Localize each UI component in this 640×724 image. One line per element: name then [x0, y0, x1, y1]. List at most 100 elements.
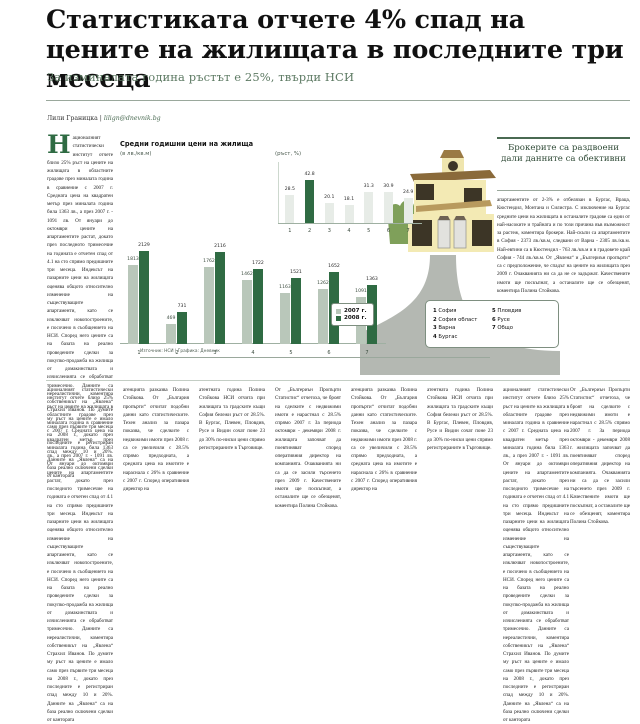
bar-value-label: 1262: [317, 281, 329, 287]
growth-bar: 18.1: [344, 197, 354, 223]
byline-email[interactable]: lilign@dnevnik.bg: [103, 115, 161, 122]
growth-x-axis-tick: 7: [406, 228, 410, 234]
growth-value-label: 30.9: [383, 184, 394, 190]
x-axis-tick: 7: [365, 350, 369, 356]
city-key-item: 3 Варна: [433, 325, 492, 331]
bar-2007: 469: [166, 316, 176, 344]
bar-value-label: 1813: [127, 257, 139, 263]
city-key-item: 5 Пловдив: [492, 308, 551, 314]
bar-2007: 1762: [203, 259, 215, 344]
bar-group: 1813 2129: [127, 243, 150, 344]
growth-value-label: 24.9: [403, 190, 414, 196]
growth-x-axis-tick: 5: [367, 228, 371, 234]
growth-value-label: 18.1: [343, 196, 355, 202]
growth-bar: 30.9: [383, 184, 394, 223]
chart-source: Източник: НСИ | Графика: Дневник: [140, 349, 220, 354]
x-axis-tick: 1: [137, 350, 141, 356]
body-column-4-text: атентната година Полина Стойкова НСИ отч…: [199, 387, 265, 451]
bar-2007: 1163: [279, 285, 291, 344]
growth-bar: 20.1: [324, 195, 334, 223]
sidebar-body-text: апартаментите от 2-3% е отбелязан в Бург…: [497, 197, 630, 294]
city-key-number: 5: [492, 308, 496, 315]
legend-item-2008: 2008 г.: [336, 315, 367, 321]
city-key-name: София: [438, 308, 457, 315]
growth-x-axis-tick: 4: [347, 228, 351, 234]
legend-label-2007: 2007 г.: [344, 308, 367, 314]
city-key-name: София област: [438, 316, 478, 323]
body-column-3-text: агенцията разказва Полина Стойкова. От „…: [123, 387, 189, 492]
city-key-item: 6 Русе: [492, 317, 551, 323]
bar-value-label: 1652: [328, 264, 340, 270]
growth-x-axis-tick: 6: [386, 228, 391, 234]
x-axis-tick: 3: [213, 350, 217, 356]
growth-chart-x-axis: [278, 223, 422, 224]
bar-value-label: 2116: [214, 244, 226, 249]
growth-bar: 24.9: [403, 190, 413, 223]
bar-2007: 1462: [241, 272, 253, 344]
subheadline: За изминалата година ръстът е 25%, твърд…: [47, 70, 355, 84]
bar-group: 1163 1521: [279, 270, 302, 344]
house-illustration: [387, 150, 496, 252]
city-key-box: 1 София 2 София област 3 Варна 4 Бургас 5 П…: [425, 300, 559, 348]
growth-bar: 28.5: [285, 187, 295, 223]
sidebar-top-divider: [497, 137, 630, 139]
x-axis-tick: 4: [251, 350, 255, 356]
sidebar-bottom-divider: [497, 190, 630, 191]
growth-x-axis-tick: 2: [307, 228, 312, 234]
body-column-8-text: ационалният статистически институт отчет…: [503, 387, 569, 723]
x-axis-tick: 6: [327, 350, 331, 356]
growth-value-label: 31.3: [363, 183, 374, 189]
growth-bar: 31.3: [364, 184, 374, 223]
bar-group: 1462 1722: [241, 261, 264, 344]
body-column-8: ационалният статистически институт отчет…: [503, 386, 569, 723]
bar-2008: 1722: [252, 261, 264, 344]
page-title: Статистиката отчете 4% спад на цените на…: [46, 5, 624, 95]
city-key-item: 2 София област: [433, 317, 492, 323]
chart-legend: 2007 г. 2008 г.: [331, 303, 374, 326]
sidebar-heading: Брокерите са раздвоени дали данните са о…: [501, 143, 626, 165]
bar-2007: 1262: [317, 281, 329, 344]
city-key-left-column: 1 София 2 София област 3 Варна 4 Бургас: [433, 306, 492, 342]
city-key-number: 4: [433, 333, 437, 340]
bar-2008: 1521: [290, 270, 302, 344]
growth-value-label: 28.5: [284, 186, 295, 192]
bar-value-label: 1762: [203, 259, 215, 265]
growth-value-label: 42.8: [304, 172, 315, 178]
chart-unit-label: (в лв./кв.м): [120, 151, 152, 157]
bar-value-label: 1462: [241, 272, 253, 278]
city-key-number: 2: [433, 316, 437, 323]
legend-swatch-2008-icon: [336, 315, 341, 321]
legend-item-2007: 2007 г.: [336, 308, 367, 314]
bar-value-label: 469: [166, 315, 176, 321]
city-key-number: 1: [433, 308, 437, 315]
city-key-name: Варна: [438, 325, 456, 332]
city-key-item: 7 Общо: [492, 325, 551, 331]
chart-title: Средни годишни цени на жилища: [120, 140, 254, 148]
city-key-name: Общо: [497, 325, 514, 332]
bar-value-label: 1363: [366, 276, 378, 282]
city-key-name: Русе: [497, 316, 510, 323]
bar-value-label: 1521: [290, 269, 302, 275]
drop-cap: Н: [47, 130, 71, 159]
bar-value-label: 1091: [355, 288, 367, 294]
growth-value-label: 20.1: [324, 194, 335, 200]
growth-x-axis-tick: 3: [327, 228, 331, 234]
growth-chart-unit-label: (ръст, %): [275, 151, 302, 157]
bar-value-label: 1163: [279, 285, 291, 291]
city-key-item: 1 София: [433, 308, 492, 314]
body-column-9-text: От „Бългериън Пропърти Статистис“ отчето…: [570, 387, 631, 525]
bar-2008: 731: [177, 304, 187, 344]
body-column-5: От „Бългериън Пропърти Статистис“ отчето…: [275, 386, 341, 509]
header-divider: [46, 100, 630, 101]
x-axis-tick: 5: [289, 350, 293, 356]
bar-group: 469 731: [166, 304, 187, 344]
body-column-5-text: От „Бългериън Пропърти Статистис“ отчето…: [275, 387, 341, 509]
growth-x-axis-tick: 1: [288, 228, 292, 234]
city-key-name: Пловдив: [497, 308, 522, 315]
body-column-7: атентната година Полина Стойкова НСИ отч…: [427, 386, 493, 462]
city-key-right-column: 5 Пловдив 6 Русе 7 Общо: [492, 306, 551, 342]
body-column-7-text: атентната година Полина Стойкова НСИ отч…: [427, 387, 493, 451]
chart-bottom-divider: [140, 357, 490, 358]
body-column-3: агенцията разказва Полина Стойкова. От „…: [123, 386, 189, 492]
